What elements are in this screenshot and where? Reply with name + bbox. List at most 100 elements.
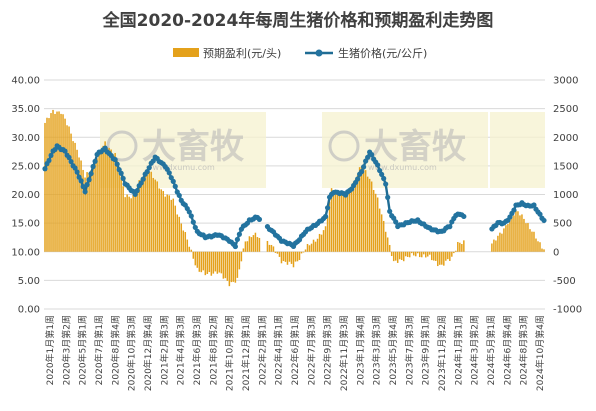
x-tick-label: 2024年6月第4周 — [501, 315, 513, 385]
profit-bar — [222, 251, 225, 279]
price-marker — [461, 213, 467, 220]
x-tick-label: 2022年11月第3周 — [338, 315, 350, 391]
profit-bar — [324, 226, 327, 252]
profit-bar — [441, 251, 443, 265]
profit-bar — [56, 111, 58, 252]
profit-bar — [202, 251, 205, 271]
profit-bar — [304, 249, 307, 252]
price-marker — [62, 148, 68, 154]
y-left-tick-label: 35.00 — [11, 104, 40, 115]
profit-bar — [302, 251, 305, 253]
profit-bar — [170, 199, 172, 252]
profit-bar — [124, 197, 126, 252]
profit-bar — [180, 223, 183, 252]
profit-bar — [322, 230, 325, 252]
profit-bar — [493, 239, 495, 252]
chart-title: 全国2020-2024年每周生猪价格和预期盈利走势图 — [102, 10, 494, 31]
legend-bar-swatch — [173, 48, 199, 57]
profit-bar — [459, 242, 461, 252]
price-marker — [48, 152, 54, 159]
profit-bar — [118, 171, 120, 252]
price-marker — [118, 170, 124, 176]
price-marker — [381, 175, 387, 182]
profit-bar — [374, 193, 377, 252]
profit-bar — [116, 160, 118, 252]
profit-bar — [284, 251, 287, 262]
profit-bar — [76, 149, 78, 252]
profit-bar — [94, 164, 96, 252]
profit-bar — [378, 208, 381, 252]
x-tick-label: 2023年5月第4周 — [387, 315, 399, 385]
price-marker — [447, 224, 453, 230]
profit-bar — [358, 167, 361, 252]
x-tick-label: 2021年12月第1周 — [240, 315, 252, 391]
profit-bar — [529, 229, 531, 252]
profit-bar — [80, 160, 82, 252]
profit-bar — [102, 145, 104, 252]
profit-bar — [174, 205, 177, 252]
profit-bar — [200, 251, 203, 273]
price-marker — [84, 182, 90, 188]
profit-bar — [106, 147, 108, 252]
profit-bar — [214, 251, 217, 272]
profit-bar — [130, 198, 132, 252]
x-tick-label: 2021年6月第3周 — [191, 315, 203, 385]
profit-bar — [92, 164, 94, 252]
price-marker — [379, 171, 385, 178]
profit-bar — [425, 251, 427, 258]
profit-bar — [220, 251, 223, 274]
profit-bar — [280, 251, 283, 264]
price-marker — [172, 183, 178, 189]
price-marker — [88, 170, 94, 177]
price-marker — [92, 158, 98, 164]
profit-bar — [268, 244, 271, 252]
profit-bar — [254, 232, 257, 252]
profit-bar — [218, 251, 221, 273]
profit-bar — [160, 189, 162, 252]
profit-bar — [449, 251, 451, 261]
profit-bar — [431, 251, 433, 261]
profit-bar — [148, 171, 150, 252]
profit-bar — [372, 189, 375, 252]
x-tick-label: 2023年1月第4周 — [354, 315, 366, 385]
profit-bar — [330, 188, 333, 252]
profit-bars — [44, 109, 545, 287]
profit-bar — [531, 231, 533, 252]
price-marker — [150, 158, 156, 164]
x-tick-label: 2020年1月第1周 — [44, 315, 56, 385]
profit-bar — [208, 251, 211, 273]
profit-bar — [74, 142, 76, 252]
profit-bar — [419, 251, 421, 258]
profit-bar — [232, 251, 235, 282]
profit-bar — [527, 223, 529, 252]
x-tick-label: 2020年10月第3周 — [126, 315, 138, 391]
price-marker — [78, 178, 84, 184]
profit-bar — [296, 251, 299, 262]
profit-bar — [410, 251, 413, 254]
profit-bar — [48, 118, 50, 252]
profit-bar — [515, 210, 517, 252]
profit-bar — [72, 141, 74, 252]
profit-bar — [88, 173, 90, 252]
price-marker — [146, 165, 152, 171]
profit-bar — [136, 187, 138, 252]
price-marker — [387, 208, 393, 214]
profit-bar — [216, 251, 219, 274]
price-marker — [393, 219, 399, 225]
x-tick-label: 2022年2月第1周 — [256, 315, 268, 385]
profit-bar — [270, 244, 273, 252]
profit-bar — [70, 133, 72, 252]
profit-bar — [114, 152, 116, 252]
price-marker — [114, 161, 120, 167]
profit-bar — [246, 241, 249, 252]
price-marker — [186, 209, 192, 215]
profit-bar — [535, 238, 537, 252]
profit-bar — [326, 216, 329, 252]
price-marker — [66, 154, 72, 161]
profit-bar — [414, 251, 417, 257]
profit-bar — [517, 211, 519, 252]
price-marker — [90, 163, 96, 170]
profit-bar — [386, 237, 389, 252]
y-left-tick-label: 15.00 — [11, 219, 40, 230]
